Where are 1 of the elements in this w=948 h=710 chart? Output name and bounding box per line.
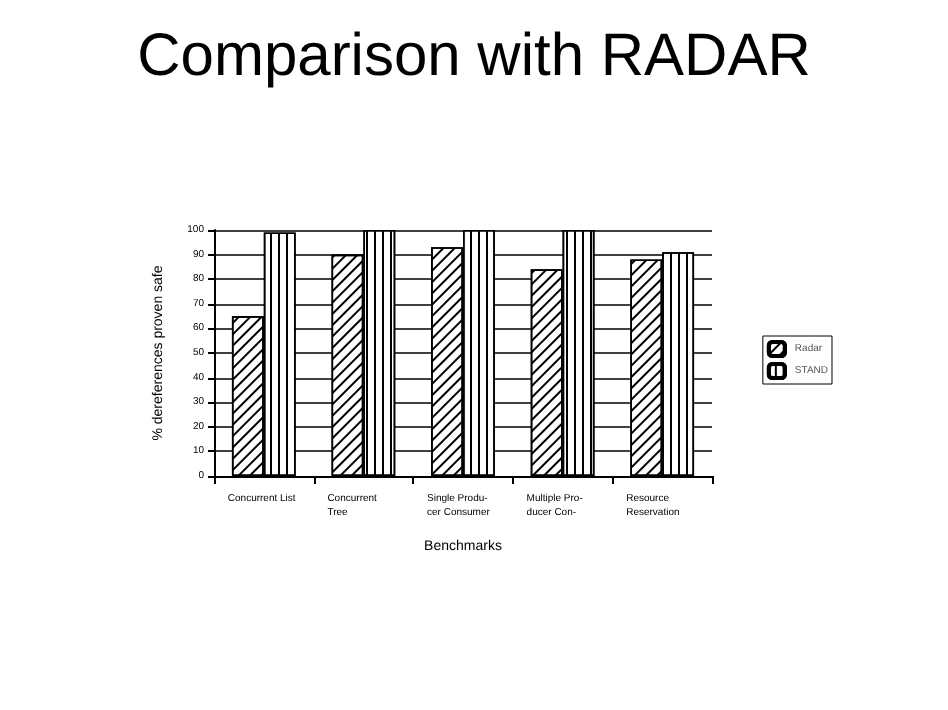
chart-title: Comparison with RADAR <box>137 23 811 89</box>
